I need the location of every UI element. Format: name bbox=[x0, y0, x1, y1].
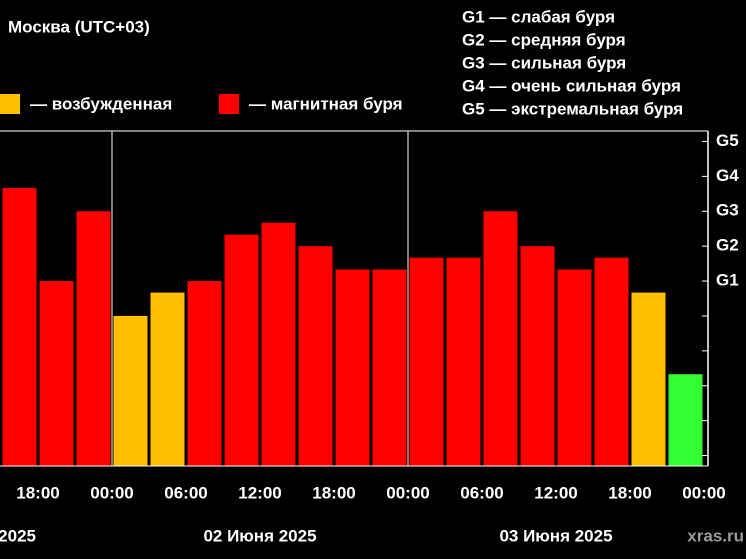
scale-note: G4 — очень сильная буря bbox=[462, 76, 681, 95]
legend-label: — возбужденная bbox=[30, 94, 172, 113]
x-tick-label: 18:00 bbox=[608, 483, 651, 502]
bar bbox=[446, 257, 481, 466]
bar bbox=[557, 269, 592, 466]
y-tick-label: G1 bbox=[716, 271, 739, 290]
bar bbox=[668, 374, 703, 466]
bar bbox=[150, 292, 185, 466]
x-tick-label: 12:00 bbox=[534, 483, 577, 502]
bar bbox=[76, 211, 111, 466]
y-tick-label: G2 bbox=[716, 236, 739, 255]
bar bbox=[594, 257, 629, 466]
x-tick-label: 18:00 bbox=[16, 483, 59, 502]
date-label: 02 Июня 2025 bbox=[203, 526, 316, 545]
bar bbox=[261, 222, 296, 466]
bar bbox=[39, 281, 74, 466]
scale-note: G1 — слабая буря bbox=[462, 7, 615, 26]
bar bbox=[631, 292, 666, 466]
watermark: xras.ru bbox=[687, 526, 744, 545]
y-tick-label: G5 bbox=[716, 131, 739, 150]
chart-title: Москва (UTC+03) bbox=[8, 17, 150, 36]
bar bbox=[335, 269, 370, 466]
bar bbox=[2, 187, 37, 467]
y-tick-label: G4 bbox=[716, 166, 739, 185]
x-tick-label: 06:00 bbox=[460, 483, 503, 502]
x-tick-label: 18:00 bbox=[312, 483, 355, 502]
bar bbox=[483, 211, 518, 466]
x-tick-label: 06:00 bbox=[164, 483, 207, 502]
scale-note: G2 — средняя буря bbox=[462, 30, 626, 49]
date-label: 03 Июня 2025 bbox=[499, 526, 612, 545]
bar bbox=[187, 281, 222, 466]
scale-note: G3 — сильная буря bbox=[462, 53, 626, 72]
x-tick-label: 00:00 bbox=[90, 483, 133, 502]
legend-label: — магнитная буря bbox=[249, 94, 403, 113]
bar bbox=[520, 246, 555, 466]
x-tick-label: 00:00 bbox=[682, 483, 725, 502]
bar bbox=[372, 269, 407, 466]
bar bbox=[298, 246, 333, 466]
x-tick-label: 00:00 bbox=[386, 483, 429, 502]
date-label: 2025 bbox=[0, 526, 36, 545]
legend-swatch bbox=[0, 94, 20, 114]
bar bbox=[224, 234, 259, 466]
y-tick-label: G3 bbox=[716, 201, 739, 220]
legend-swatch bbox=[219, 94, 239, 114]
bar bbox=[113, 315, 148, 466]
scale-note: G5 — экстремальная буря bbox=[462, 99, 683, 118]
x-tick-label: 12:00 bbox=[238, 483, 281, 502]
bar bbox=[409, 257, 444, 466]
